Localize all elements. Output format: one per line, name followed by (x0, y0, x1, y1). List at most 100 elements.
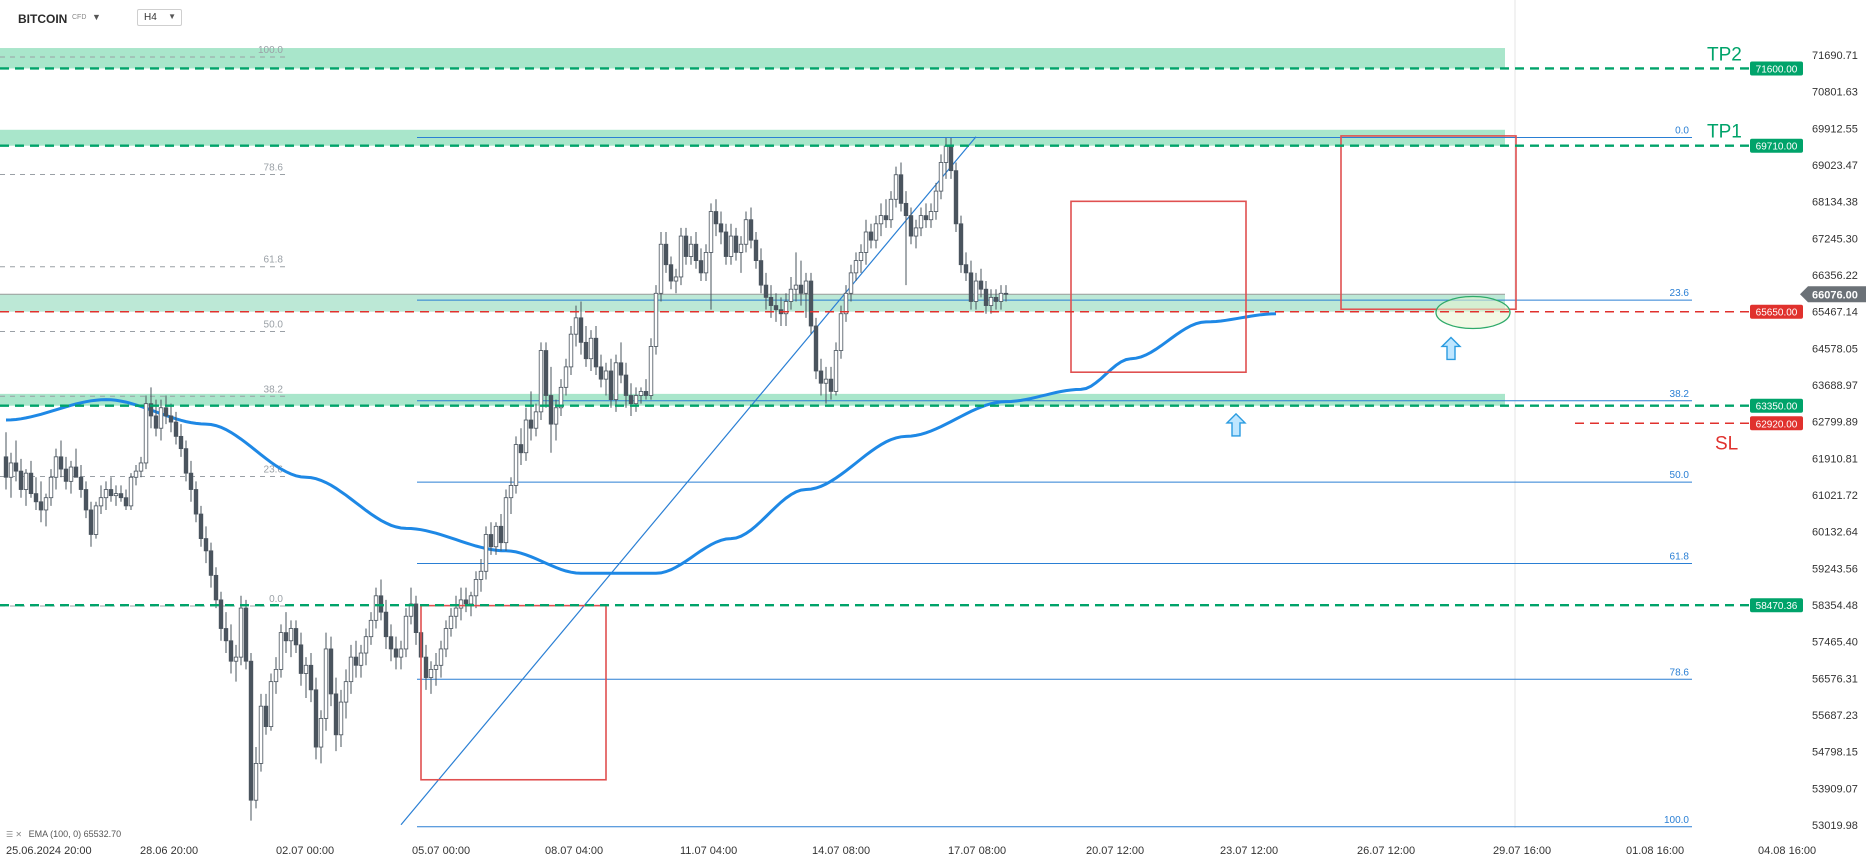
candle-body (333, 693, 339, 736)
candle-body (543, 350, 549, 396)
fib-right-label: 0.0 (1675, 125, 1689, 136)
candle-body (3, 456, 9, 478)
candle (913, 219, 919, 249)
ema-group (5, 312, 1277, 575)
candle (738, 236, 744, 273)
candle (558, 379, 564, 416)
price-tick-label: 53909.07 (1812, 783, 1858, 795)
candle-body (598, 366, 604, 380)
candle-body (213, 574, 219, 601)
candle-body (58, 456, 64, 470)
timeframe-select[interactable]: H4 ▼ (137, 9, 182, 26)
candle-body (628, 395, 634, 405)
candle-body (633, 395, 639, 405)
candle (723, 223, 729, 265)
candle (983, 281, 989, 314)
fib-left-label: 78.6 (264, 163, 284, 174)
candle-body (743, 219, 749, 245)
candle-body (913, 227, 919, 237)
candle (488, 522, 494, 555)
candle-body (953, 170, 959, 225)
candle (173, 411, 179, 445)
candle-body (688, 243, 694, 257)
candle-body (668, 264, 674, 282)
candle-body (613, 362, 619, 400)
candle (933, 182, 939, 220)
symbol-dropdown-icon[interactable]: ▼ (92, 12, 101, 22)
candle (133, 464, 139, 486)
candle (308, 653, 314, 703)
level-note-sl: SL (1715, 433, 1738, 454)
price-level-tag-text: 58470.36 (1756, 601, 1798, 612)
time-tick-label: 05.07 00:00 (412, 845, 470, 857)
fib-right-label: 100.0 (1664, 815, 1689, 826)
candle (968, 260, 974, 310)
candle (628, 383, 634, 416)
candle (963, 252, 969, 282)
price-tick-label: 71690.71 (1812, 50, 1858, 62)
candle-body (178, 435, 184, 450)
candle-body (618, 362, 624, 376)
up-arrow-icon (1440, 336, 1462, 361)
timeframe-value: H4 (144, 12, 157, 23)
candle (953, 162, 959, 232)
candle-body (888, 198, 894, 221)
candle-body (703, 252, 709, 274)
candle (688, 236, 694, 265)
time-tick-label: 28.06 20:00 (140, 845, 198, 857)
candle-body (858, 252, 864, 262)
price-level-tag (1750, 398, 1803, 413)
level-note-tp2: TP2 (1707, 44, 1742, 65)
candle (833, 342, 839, 396)
candle (903, 191, 909, 286)
candle (878, 203, 884, 237)
candle (443, 620, 449, 658)
candle-body (108, 489, 114, 497)
candle-body (728, 235, 734, 257)
candle-body (733, 235, 739, 253)
candle-body (938, 162, 944, 192)
candle-body (833, 350, 839, 392)
price-level-tag (1750, 61, 1803, 76)
candle-body (288, 628, 294, 642)
time-axis: 25.06.2024 20:00 28.06 20:00 02.07 00:00 05… (6, 845, 1816, 857)
candle (578, 301, 584, 355)
candle (193, 481, 199, 523)
candle-body (148, 403, 154, 417)
candle-body (398, 648, 404, 658)
ema-legend-text: EMA (100, 0) 65532.70 (28, 829, 122, 839)
candle (73, 448, 79, 478)
consolidation-box (420, 604, 607, 781)
candle-body (113, 493, 119, 497)
candle-body (183, 448, 189, 474)
candle-body (738, 243, 744, 253)
candle (333, 677, 339, 752)
candle-body (908, 215, 914, 237)
candle (103, 481, 109, 510)
candle (258, 693, 264, 772)
candle-body (243, 607, 249, 662)
candle-body (73, 466, 79, 478)
consolidation-box (1340, 135, 1517, 311)
candle (43, 493, 49, 527)
candle (238, 595, 244, 666)
candle-body (508, 485, 514, 499)
candle (788, 276, 794, 310)
candle (583, 326, 589, 367)
candle (503, 489, 509, 551)
consolidation-box (1070, 200, 1247, 373)
indicator-settings-icon[interactable]: ☰ ✕ (6, 830, 23, 839)
candle (163, 395, 169, 425)
candle-body (893, 174, 899, 200)
candle (623, 362, 629, 408)
candle (3, 432, 9, 490)
fib-left-label: 0.0 (269, 594, 283, 605)
candle (523, 407, 529, 461)
candle (698, 248, 704, 282)
candle (768, 285, 774, 318)
candle (518, 428, 524, 465)
candle (298, 632, 304, 686)
candle (633, 387, 639, 412)
candle-body (773, 305, 779, 311)
